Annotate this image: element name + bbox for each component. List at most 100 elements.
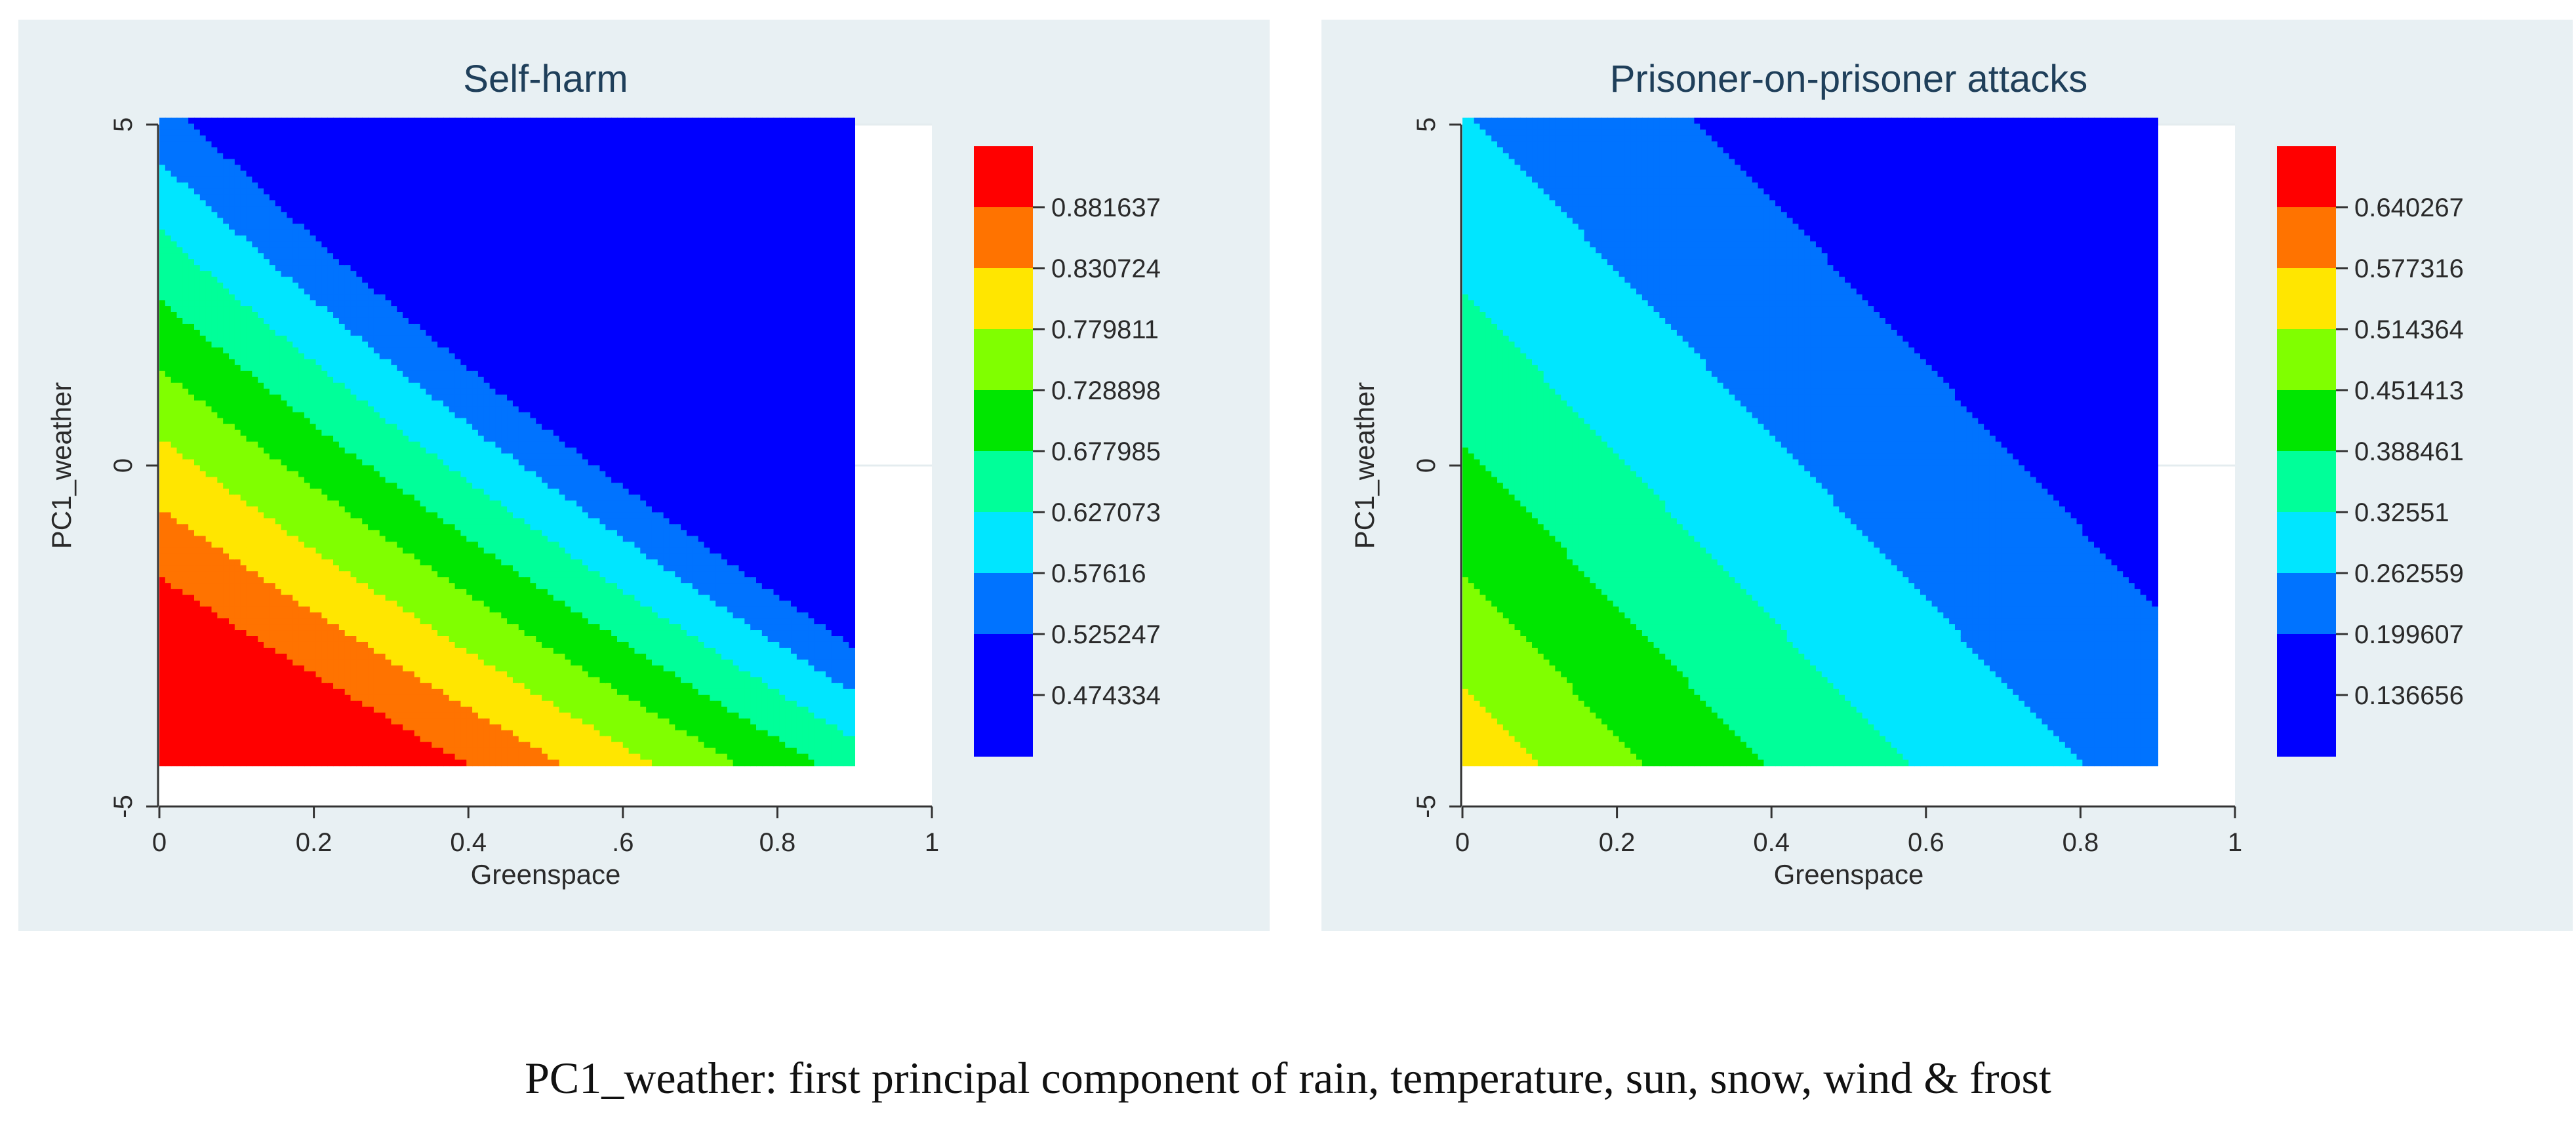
contour-cell (373, 653, 380, 660)
contour-cell (385, 583, 392, 589)
contour-cell (165, 329, 172, 336)
contour-cell (414, 659, 421, 666)
contour-cell (281, 624, 288, 631)
contour-cell (188, 742, 195, 749)
contour-cell (269, 559, 276, 566)
contour-cell (321, 683, 329, 690)
contour-cell (344, 382, 352, 389)
contour-cell (403, 294, 409, 301)
contour-cell (165, 759, 172, 766)
contour-cell (205, 659, 212, 666)
contour-cell (350, 123, 357, 130)
contour-cell (194, 589, 201, 595)
contour-cell (397, 300, 403, 307)
contour-cell (182, 683, 189, 690)
contour-cell (315, 170, 323, 178)
contour-cell (344, 117, 352, 125)
contour-cell (368, 730, 374, 737)
contour-cell (333, 688, 340, 696)
contour-cell (344, 636, 352, 643)
contour-cell (397, 601, 403, 607)
contour-cell (188, 589, 195, 595)
contour-cell (159, 730, 166, 737)
contour-cell (304, 294, 311, 301)
contour-cell (252, 300, 258, 307)
contour-cell (385, 441, 392, 448)
contour-cell (379, 559, 386, 566)
contour-cell (182, 447, 189, 454)
contour-cell (315, 394, 323, 401)
contour-cell (199, 212, 207, 219)
contour-cell (373, 665, 380, 672)
contour-cell (327, 176, 334, 184)
contour-cell (310, 630, 317, 637)
contour-cell (338, 659, 346, 666)
contour-cell (252, 665, 258, 672)
contour-cell (414, 465, 421, 472)
contour-cell (252, 176, 258, 184)
contour-cell (287, 506, 294, 513)
contour-cell (391, 259, 398, 266)
contour-cell (269, 536, 276, 543)
contour-cell (350, 235, 357, 243)
contour-cell (194, 494, 201, 502)
contour-cell (391, 577, 398, 584)
contour-cell (408, 700, 415, 707)
contour-cell (246, 494, 253, 502)
contour-cell (338, 294, 346, 301)
contour-cell (315, 595, 323, 601)
contour-cell (252, 412, 258, 419)
contour-cell (159, 736, 166, 743)
contour-cell (188, 212, 195, 219)
contour-cell (281, 317, 288, 325)
contour-cell (165, 365, 172, 372)
contour-cell (321, 347, 329, 354)
contour-cell (246, 706, 253, 713)
contour-cell (223, 718, 230, 725)
contour-cell (234, 583, 241, 589)
contour-cell (211, 335, 218, 342)
contour-cell (211, 630, 218, 637)
contour-cell (379, 441, 386, 448)
contour-cell (176, 606, 184, 613)
contour-cell (368, 659, 374, 666)
contour-cell (321, 329, 329, 336)
contour-cell (327, 306, 334, 313)
contour-cell (171, 747, 178, 755)
contour-cell (333, 724, 340, 731)
contour-cell (217, 612, 224, 619)
contour-cell (333, 459, 340, 466)
contour-cell (333, 241, 340, 248)
contour-cell (338, 512, 346, 519)
contour-cell (234, 341, 241, 348)
contour-cell (229, 218, 235, 225)
contour-cell (211, 471, 218, 478)
contour-cell (211, 370, 218, 378)
contour-cell (165, 601, 172, 607)
contour-cell (385, 141, 392, 148)
contour-cell (194, 253, 201, 260)
contour-cell (217, 459, 224, 466)
contour-cell (304, 524, 311, 531)
contour-cell (344, 247, 352, 254)
contour-cell (327, 329, 334, 336)
contour-cell (159, 418, 166, 425)
contour-cell (414, 653, 421, 660)
contour-cell (264, 465, 270, 472)
contour-cell (292, 312, 299, 319)
contour-cell (258, 312, 264, 319)
contour-cell (165, 753, 172, 761)
contour-cell (362, 406, 369, 413)
contour-cell (275, 530, 282, 537)
contour-cell (292, 235, 299, 243)
contour-cell (165, 700, 172, 707)
contour-cell (252, 688, 258, 696)
contour-cell (188, 165, 195, 172)
contour-cell (211, 188, 218, 195)
contour-cell (298, 583, 305, 589)
contour-cell (368, 170, 374, 178)
contour-cell (338, 559, 346, 566)
contour-cell (240, 218, 247, 225)
contour-cell (391, 429, 398, 437)
contour-cell (420, 176, 427, 184)
